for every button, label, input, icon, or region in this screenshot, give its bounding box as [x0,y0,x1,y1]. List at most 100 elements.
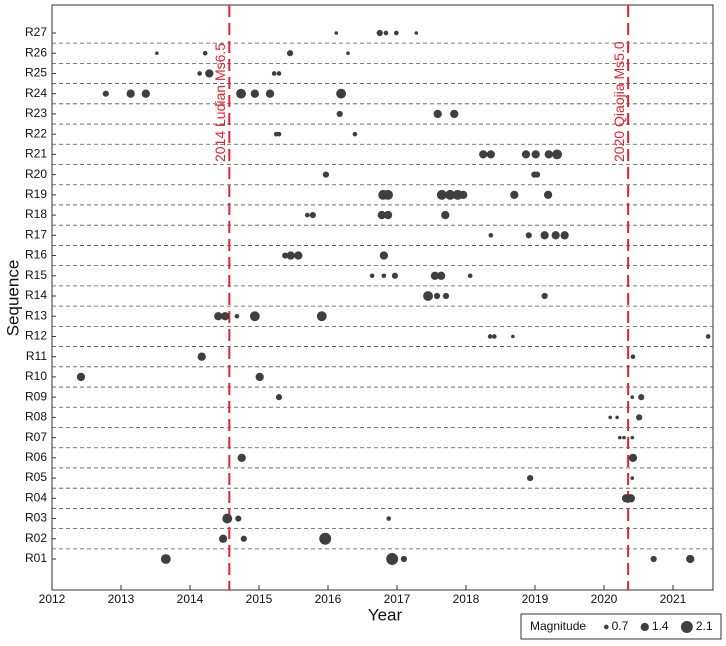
point [249,311,260,322]
point [218,534,228,543]
y-tick-label: R11 [26,349,47,363]
y-tick-label: R05 [25,470,47,484]
point [271,71,277,76]
point [336,88,347,99]
point [486,150,495,159]
point [255,372,264,382]
point [527,474,534,482]
y-tick-label: R25 [25,66,47,80]
point [630,435,635,440]
point [126,89,135,98]
point [636,414,643,421]
point [525,232,532,239]
point [450,109,459,119]
point [250,89,259,98]
point [533,171,541,178]
point [521,150,531,159]
legend-marker [604,624,609,630]
point [433,292,441,300]
point [638,394,645,401]
point [560,231,569,240]
x-tick-label: 2019 [522,592,549,606]
x-tick-label: 2021 [660,592,687,606]
point [309,211,316,219]
point [383,30,389,36]
y-tick-label: R13 [25,308,47,322]
y-tick-label: R22 [25,126,47,140]
point [376,29,383,37]
point [467,273,473,279]
point [76,372,86,382]
point [334,31,339,35]
point [377,210,386,220]
point [234,313,240,319]
point [552,149,562,160]
point [442,292,450,300]
y-tick-label: R17 [25,227,47,241]
y-tick-label: R18 [25,207,47,221]
point [626,494,636,503]
y-tick-label: R14 [25,288,47,302]
point [221,312,230,321]
x-tick-label: 2016 [315,592,342,606]
point [628,453,638,462]
y-tick-label: R24 [25,86,47,100]
point [531,150,540,159]
x-tick-label: 2013 [108,592,135,606]
point [543,190,553,199]
event-label: 2020 Qiaojia Ms5.0 [611,41,627,162]
point [540,231,549,240]
point [650,555,657,563]
point [236,88,246,99]
legend-label: 0.7 [612,619,629,633]
point [197,352,206,361]
point [346,51,350,56]
point [141,89,150,98]
point [319,532,332,545]
point [479,150,488,159]
point [294,251,303,260]
point [265,89,275,98]
point [336,110,343,118]
point [400,555,407,563]
point [160,554,171,564]
y-tick-label: R07 [25,430,47,444]
point [459,190,468,199]
y-tick-label: R16 [25,248,47,262]
point [437,271,446,280]
y-tick-label: R19 [25,187,47,201]
point [222,513,233,524]
point [414,31,419,35]
point [235,515,242,522]
legend-marker [680,621,693,633]
point [155,51,159,56]
point [391,272,399,279]
y-tick-label: R23 [25,106,47,120]
y-tick-label: R26 [25,45,47,59]
y-tick-label: R06 [25,450,47,464]
point [286,50,294,57]
point [393,30,399,36]
point [379,251,389,260]
point [630,476,635,480]
x-tick-label: 2020 [591,592,618,606]
point [240,535,247,542]
point [423,291,433,301]
point [102,90,109,97]
x-tick-label: 2017 [384,592,411,606]
y-tick-label: R03 [25,511,47,525]
point [202,50,208,56]
point [541,292,548,300]
point [383,210,393,220]
y-tick-label: R04 [25,490,47,504]
legend-label: 1.4 [652,619,669,633]
point [205,69,214,78]
y-tick-label: R09 [25,389,47,403]
point [383,189,393,200]
point [436,189,447,200]
point [386,516,392,521]
point [630,395,635,399]
point [386,553,399,565]
point [441,210,450,220]
